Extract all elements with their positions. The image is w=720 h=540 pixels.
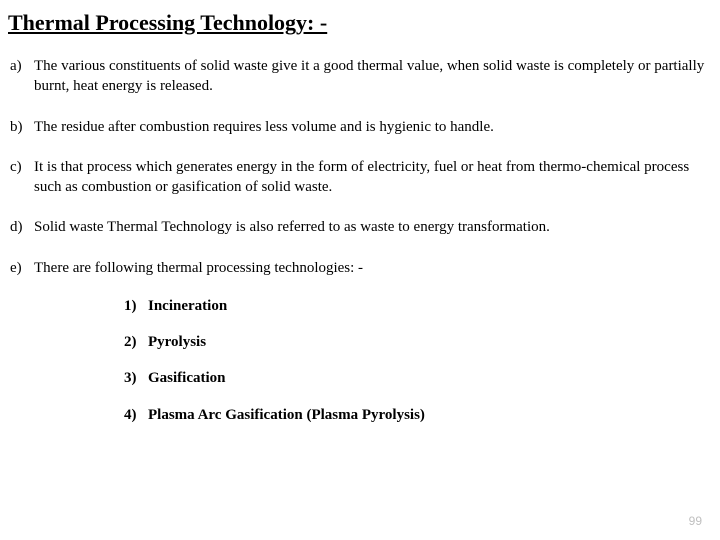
list-text: The various constituents of solid waste … (34, 58, 704, 94)
list-item: d) Solid waste Thermal Technology is als… (8, 217, 716, 237)
sub-list-text: Incineration (148, 298, 227, 314)
sub-list-item: 2) Pyrolysis (124, 332, 716, 352)
list-marker: e) (10, 258, 22, 278)
sub-list-item: 1) Incineration (124, 296, 716, 316)
main-list: a) The various constituents of solid was… (8, 56, 716, 425)
list-marker: c) (10, 157, 22, 177)
list-item: a) The various constituents of solid was… (8, 56, 716, 97)
list-marker: d) (10, 217, 23, 237)
list-text: The residue after combustion requires le… (34, 119, 494, 135)
list-item: e) There are following thermal processin… (8, 258, 716, 425)
sub-list-text: Plasma Arc Gasification (Plasma Pyrolysi… (148, 407, 425, 423)
list-text: Solid waste Thermal Technology is also r… (34, 219, 550, 235)
list-text: It is that process which generates energ… (34, 159, 689, 195)
sub-list-marker: 1) (124, 296, 137, 316)
list-item: b) The residue after combustion requires… (8, 117, 716, 137)
sub-list-item: 4) Plasma Arc Gasification (Plasma Pyrol… (124, 405, 716, 425)
list-marker: b) (10, 117, 23, 137)
sub-list-item: 3) Gasification (124, 368, 716, 388)
list-marker: a) (10, 56, 22, 76)
sub-list: 1) Incineration 2) Pyrolysis 3) Gasifica… (34, 296, 716, 425)
sub-list-text: Pyrolysis (148, 334, 206, 350)
sub-list-marker: 4) (124, 405, 137, 425)
sub-list-text: Gasification (148, 370, 226, 386)
list-item: c) It is that process which generates en… (8, 157, 716, 198)
page-number: 99 (689, 514, 702, 528)
sub-list-marker: 2) (124, 332, 137, 352)
sub-list-marker: 3) (124, 368, 137, 388)
list-text: There are following thermal processing t… (34, 260, 363, 276)
page-title: Thermal Processing Technology: - (8, 10, 716, 36)
